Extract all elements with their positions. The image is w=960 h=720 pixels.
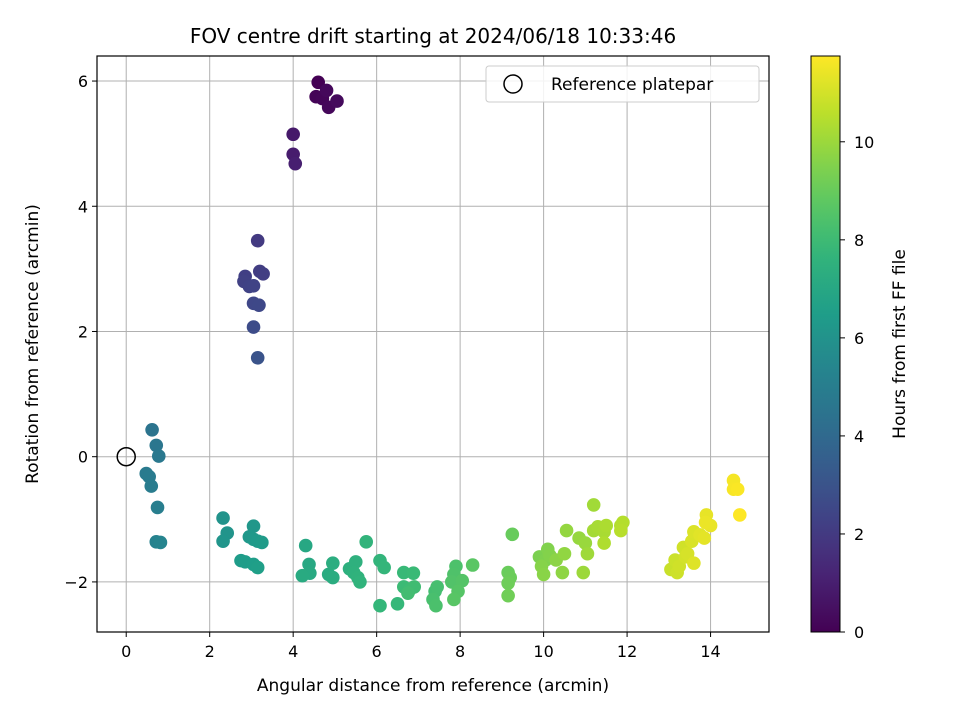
colorbar-title: Hours from first FF file <box>890 249 910 439</box>
data-point <box>250 560 265 575</box>
data-point <box>730 482 745 497</box>
data-point <box>586 498 601 512</box>
colorbar-tick-label: 10 <box>854 133 874 152</box>
data-point <box>557 546 572 561</box>
x-tick-label: 0 <box>121 642 131 661</box>
data-point <box>698 515 713 530</box>
colorbar <box>810 55 841 633</box>
data-point <box>373 598 387 613</box>
data-point <box>359 535 374 549</box>
data-point <box>401 586 415 600</box>
x-axis: 0 2 4 6 8 10 12 14 <box>121 632 721 661</box>
data-point <box>559 523 574 538</box>
data-point <box>255 535 269 550</box>
legend-box <box>485 65 760 103</box>
data-point <box>144 479 159 493</box>
data-point <box>505 527 520 542</box>
grid-lines <box>97 56 769 632</box>
y-tick-label: 4 <box>78 197 88 216</box>
y-tick-label: −2 <box>64 573 88 592</box>
data-point <box>326 556 340 570</box>
data-point <box>429 598 443 613</box>
data-point <box>597 536 611 550</box>
x-tick-label: 12 <box>617 642 637 661</box>
data-point <box>390 597 405 611</box>
data-point <box>406 566 421 580</box>
data-point <box>501 588 515 603</box>
data-point <box>153 535 168 550</box>
data-point <box>455 573 470 588</box>
data-point <box>697 531 712 545</box>
data-point <box>150 500 165 515</box>
data-point <box>326 570 340 585</box>
data-point <box>501 576 515 590</box>
data-point <box>330 94 344 108</box>
x-tick-label: 10 <box>533 642 553 661</box>
data-point <box>687 556 701 570</box>
x-tick-label: 2 <box>205 642 215 661</box>
x-tick-label: 8 <box>455 642 465 661</box>
y-tick-label: 2 <box>78 322 88 341</box>
data-point <box>580 546 595 561</box>
data-point <box>246 278 261 293</box>
data-point <box>252 298 266 312</box>
data-point <box>732 508 747 522</box>
y-axis-title: Rotation from reference (arcmin) <box>23 204 43 484</box>
legend-label: Reference platepar <box>551 75 713 95</box>
plot-frame <box>96 55 770 633</box>
data-point <box>430 580 444 594</box>
data-point <box>599 518 614 533</box>
data-point <box>298 538 313 553</box>
data-point <box>216 534 230 549</box>
y-tick-label: 6 <box>78 72 88 91</box>
x-axis-title: Angular distance from reference (arcmin) <box>257 676 609 696</box>
data-point <box>377 560 391 575</box>
data-point <box>348 555 363 569</box>
colorbar-tick-label: 2 <box>854 525 864 544</box>
data-point <box>250 233 265 248</box>
x-tick-label: 6 <box>372 642 382 661</box>
data-point <box>256 267 270 281</box>
reference-platepar-marker <box>116 446 136 467</box>
data-point <box>311 75 326 90</box>
colorbar-ticks: 0 2 4 6 8 10 <box>840 133 874 642</box>
colorbar-tick-label: 6 <box>854 329 864 348</box>
chart-title: FOV centre drift starting at 2024/06/18 … <box>190 24 676 48</box>
data-point <box>536 567 551 582</box>
legend: Reference platepar <box>485 65 760 103</box>
data-point <box>216 511 230 525</box>
data-point <box>319 83 334 98</box>
data-point <box>286 127 300 142</box>
data-point <box>288 156 303 171</box>
data-point <box>295 568 310 583</box>
colorbar-tick-label: 4 <box>854 427 864 446</box>
data-point <box>614 523 628 538</box>
colorbar-tick-label: 8 <box>854 231 864 250</box>
x-tick-label: 14 <box>700 642 720 661</box>
data-point <box>578 536 593 550</box>
x-tick-label: 4 <box>288 642 298 661</box>
legend-marker <box>503 74 523 94</box>
data-point <box>149 438 164 453</box>
data-point <box>353 575 367 589</box>
data-point <box>447 592 461 607</box>
data-point <box>576 565 591 580</box>
data-points <box>139 75 747 613</box>
data-point <box>250 350 265 365</box>
y-tick-label: 0 <box>78 448 88 467</box>
data-point <box>555 565 570 580</box>
data-point <box>246 320 261 334</box>
y-axis: −2 0 2 4 6 <box>64 72 97 592</box>
data-point <box>145 422 159 437</box>
data-point <box>246 519 261 533</box>
colorbar-tick-label: 0 <box>854 623 864 642</box>
data-point <box>465 558 480 572</box>
data-point <box>151 449 166 463</box>
